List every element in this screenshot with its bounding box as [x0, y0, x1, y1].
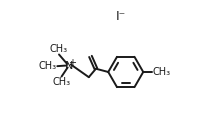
Text: CH₃: CH₃: [52, 77, 70, 87]
Text: CH₃: CH₃: [38, 61, 56, 71]
Text: I⁻: I⁻: [116, 10, 126, 23]
Text: +: +: [68, 58, 76, 68]
Text: CH₃: CH₃: [152, 67, 170, 77]
Text: N: N: [64, 61, 73, 70]
Text: CH₃: CH₃: [50, 44, 68, 54]
